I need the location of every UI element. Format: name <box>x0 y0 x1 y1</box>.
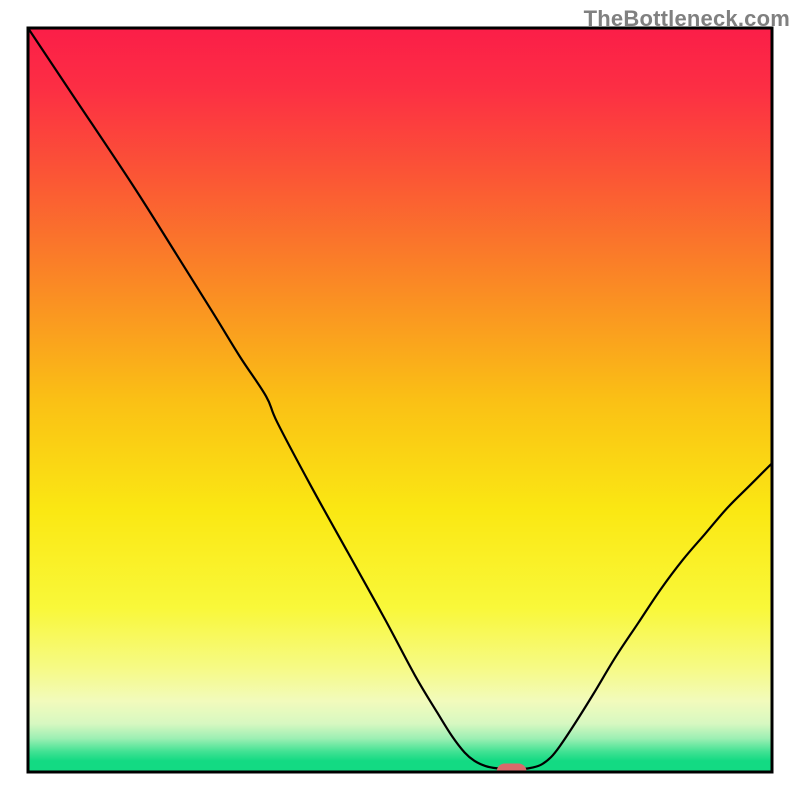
gradient-background <box>28 28 772 772</box>
bottleneck-chart <box>0 0 800 800</box>
chart-container: TheBottleneck.com <box>0 0 800 800</box>
watermark-label: TheBottleneck.com <box>584 6 790 32</box>
